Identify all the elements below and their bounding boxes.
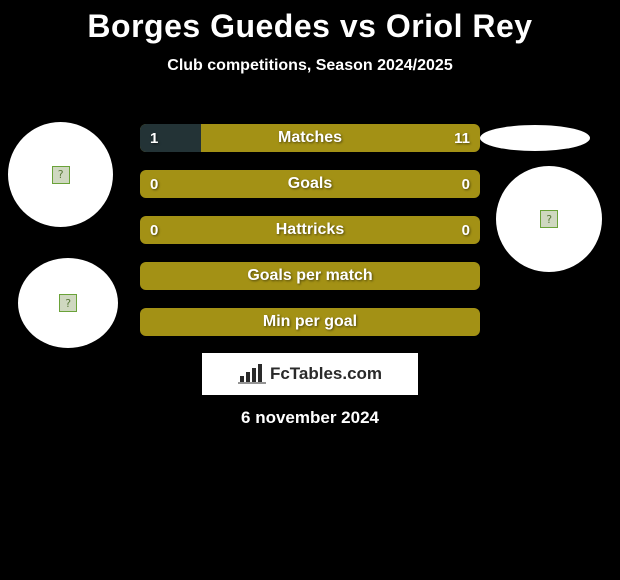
image-placeholder-icon: ? (59, 294, 77, 312)
branding-text: FcTables.com (270, 364, 382, 384)
image-placeholder-icon: ? (540, 210, 558, 228)
stat-bar-goals: 0 Goals 0 (140, 170, 480, 198)
stat-bar-hattricks: 0 Hattricks 0 (140, 216, 480, 244)
bar-value-right: 0 (462, 170, 470, 198)
player2-avatar-top (480, 125, 590, 151)
bar-label: Goals per match (140, 262, 480, 290)
image-placeholder-icon: ? (52, 166, 70, 184)
date-text: 6 november 2024 (0, 408, 620, 428)
bar-value-right: 0 (462, 216, 470, 244)
player1-club-avatar: ? (18, 258, 118, 348)
page-title: Borges Guedes vs Oriol Rey (0, 0, 620, 45)
subtitle: Club competitions, Season 2024/2025 (0, 57, 620, 75)
bar-label: Matches (140, 124, 480, 152)
player1-avatar: ? (8, 122, 113, 227)
bar-label: Min per goal (140, 308, 480, 336)
stat-bar-goals-per-match: Goals per match (140, 262, 480, 290)
branding-badge: FcTables.com (202, 353, 418, 395)
stat-bars: 1 Matches 11 0 Goals 0 0 Hattricks 0 Goa… (140, 124, 480, 354)
bar-label: Hattricks (140, 216, 480, 244)
stat-bar-matches: 1 Matches 11 (140, 124, 480, 152)
bar-value-right: 11 (454, 124, 470, 152)
bars-icon (238, 364, 266, 384)
bar-label: Goals (140, 170, 480, 198)
player2-avatar: ? (496, 166, 602, 272)
stat-bar-min-per-goal: Min per goal (140, 308, 480, 336)
